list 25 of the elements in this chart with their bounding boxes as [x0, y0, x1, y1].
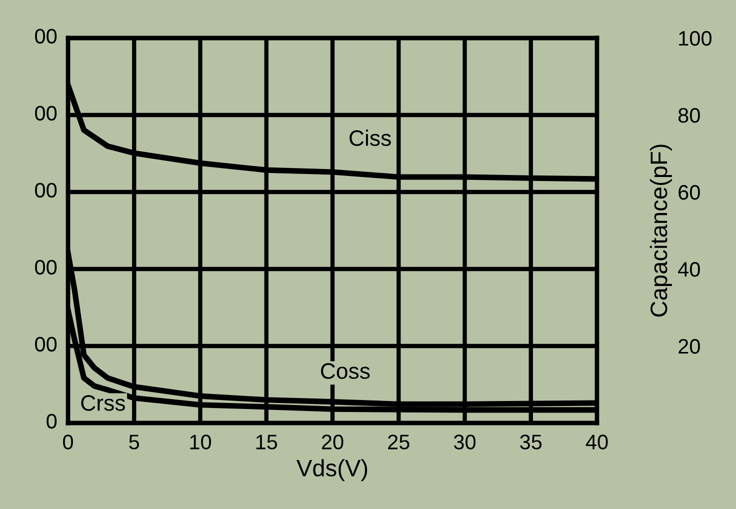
text: 00	[35, 336, 57, 352]
y2-tick-label: 80	[678, 108, 700, 123]
annotation: Crss	[81, 395, 125, 411]
x-tick-label: 5	[129, 434, 140, 450]
x-tick-label: 30	[454, 434, 476, 450]
text: 00	[35, 106, 57, 121]
text: 00	[35, 182, 57, 198]
y2-tick-label: 40	[678, 262, 700, 277]
text: 00	[35, 28, 57, 44]
text: 00	[35, 260, 57, 275]
x-tick-label: 15	[256, 434, 278, 450]
annotation: Coss	[321, 363, 370, 379]
x-axis-title: Vds(V)	[296, 459, 368, 482]
y2-tick-label: 100	[679, 31, 712, 46]
x-tick-label: 40	[586, 434, 608, 450]
y2-tick-label: 20	[678, 339, 700, 354]
y2-tick-label: 60	[678, 185, 700, 200]
x-tick-label: 20	[322, 434, 344, 450]
x-tick-label: 35	[520, 434, 542, 450]
annotation: Ciss	[350, 130, 391, 146]
y2-axis-title: Capacitance(pF)	[650, 144, 672, 317]
text: 0	[46, 414, 57, 429]
x-tick-label: 25	[388, 434, 410, 450]
x-tick-label: 0	[63, 434, 73, 450]
x-tick-label: 10	[190, 434, 212, 450]
